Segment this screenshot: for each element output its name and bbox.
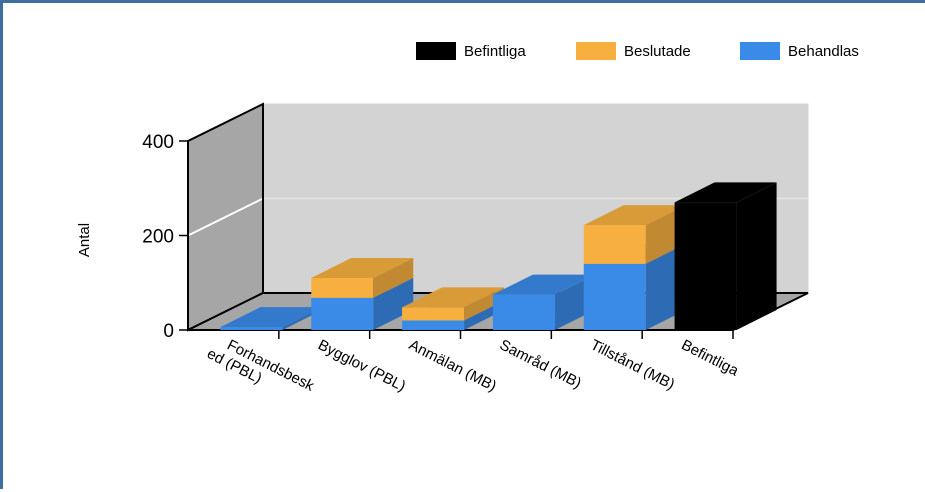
legend-label: Befintliga xyxy=(464,43,526,60)
category-label: Samråd (MB) xyxy=(497,336,584,392)
category-label-line: Anmälan (MB) xyxy=(406,336,499,395)
bar-front xyxy=(311,297,374,330)
bar-befintliga xyxy=(674,182,777,330)
bar-top xyxy=(674,182,777,203)
legend-label: Behandlas xyxy=(788,43,859,60)
bar-beslutade xyxy=(583,205,686,264)
y-tick-label: 200 xyxy=(142,227,174,248)
bar-front xyxy=(583,263,646,330)
bar-front xyxy=(220,327,283,330)
stacked-3d-bar-chart: 0 200 400 Forhandsbesked (PBL) Bygglov (PBL… xyxy=(76,42,859,410)
gridline-side xyxy=(187,197,264,237)
category-label-line: Tillstånd (MB) xyxy=(588,336,678,393)
bar-top xyxy=(220,307,323,328)
bar-beslutade xyxy=(311,258,414,298)
category-label: Befintliga xyxy=(679,336,742,379)
legend-swatch xyxy=(740,42,780,60)
bar-side xyxy=(373,277,414,330)
legend-swatch xyxy=(416,42,456,60)
category-label: Bygglov (PBL) xyxy=(315,336,408,395)
category-label: Anmälan (MB) xyxy=(406,336,499,395)
category-label: Forhandsbesked (PBL) xyxy=(204,330,317,410)
legend-item-beslutade: Beslutade xyxy=(576,42,691,60)
legend-swatch xyxy=(576,42,616,60)
bar-top xyxy=(583,205,686,226)
bar-front xyxy=(402,320,465,330)
bar-front xyxy=(311,278,374,298)
y-tick-label: 0 xyxy=(163,321,174,342)
bar-top xyxy=(311,258,414,279)
bar-front xyxy=(674,202,737,330)
bars-group xyxy=(220,182,777,330)
legend: Befintliga Beslutade Behandlas xyxy=(416,42,859,60)
category-label-line: Befintliga xyxy=(679,336,742,379)
x-axis-labels: Forhandsbesked (PBL) Bygglov (PBL)Anmälan… xyxy=(204,330,742,410)
bar-front xyxy=(583,225,646,264)
category-label: Tillstånd (MB) xyxy=(588,336,678,393)
bar-side xyxy=(736,182,777,330)
y-axis-title: Antal xyxy=(76,223,93,257)
bar-top xyxy=(492,274,595,295)
legend-item-behandlas: Behandlas xyxy=(740,42,859,60)
y-tick-label: 400 xyxy=(142,132,174,153)
bar-front xyxy=(492,294,555,330)
category-label-line: Samråd (MB) xyxy=(497,336,584,392)
bar-side xyxy=(373,258,414,298)
legend-item-befintliga: Befintliga xyxy=(416,42,526,60)
legend-label: Beslutade xyxy=(624,43,691,60)
category-label-line: Bygglov (PBL) xyxy=(315,336,408,395)
bar-top xyxy=(402,287,505,308)
bar-front xyxy=(402,307,465,321)
